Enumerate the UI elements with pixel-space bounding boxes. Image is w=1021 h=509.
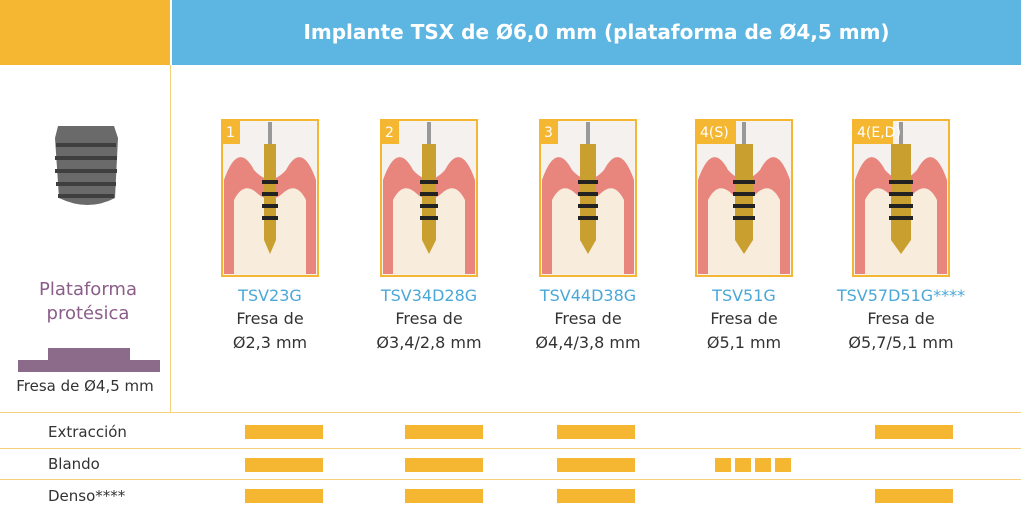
drill-image: 1 <box>221 119 319 277</box>
drill-name: Fresa de <box>395 309 463 328</box>
drill-size: Ø5,7/5,1 mm <box>848 333 954 352</box>
drill-image: 4(S) <box>695 119 793 277</box>
step-label: 1 <box>226 125 235 141</box>
row-label: Blando <box>48 455 100 473</box>
header-bar <box>172 0 1021 65</box>
drill-code: TSV44D38G <box>539 286 637 305</box>
drill-code: TSV57D51G**** <box>836 286 966 305</box>
drill-image: 4(E,D) <box>852 119 950 277</box>
drill-name: Fresa de <box>236 309 304 328</box>
platform-label: Plataforma protésica <box>39 279 137 324</box>
step-label: 4(S) <box>700 125 729 141</box>
platform-shape <box>18 348 160 372</box>
row-label: Extracción <box>48 423 127 441</box>
step-label: 2 <box>385 125 394 141</box>
step-label: 3 <box>544 125 553 141</box>
drill-size: Ø3,4/2,8 mm <box>376 333 482 352</box>
corner-cell <box>0 0 170 65</box>
title: Implante TSX de Ø6,0 mm (plataforma de Ø… <box>303 20 890 44</box>
row-label: Denso**** <box>48 487 126 505</box>
drill-code: TSV51G <box>712 286 776 305</box>
drill-name: Fresa de <box>710 309 778 328</box>
drill-size: Ø2,3 mm <box>232 333 308 352</box>
implant-image <box>55 126 118 205</box>
step-label: 4(E,D) <box>857 125 901 141</box>
drill-label: Fresa de Ø4,5 mm <box>16 377 154 395</box>
drill-size: Ø5,1 mm <box>706 333 782 352</box>
drill-image: 2 <box>380 119 478 277</box>
drill-code: TSV34D28G <box>380 286 478 305</box>
drill-size: Ø4,4/3,8 mm <box>535 333 641 352</box>
drill-name: Fresa de <box>867 309 935 328</box>
drill-name: Fresa de <box>554 309 622 328</box>
drill-image: 3 <box>539 119 637 277</box>
drill-code: TSV23G <box>238 286 302 305</box>
indicator-bars <box>245 425 953 503</box>
